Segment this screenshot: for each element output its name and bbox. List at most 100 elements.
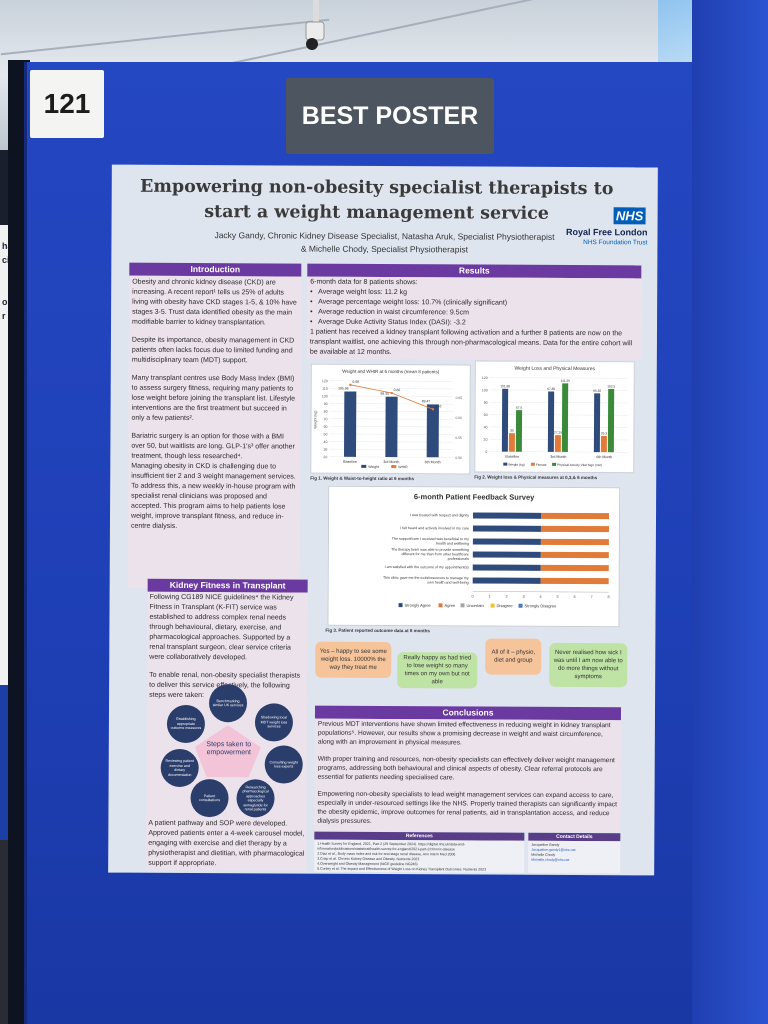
bar-data-label: 97.85	[547, 387, 555, 391]
bar-data-label: 26.3	[601, 431, 607, 435]
intro-paragraph: Many transplant centres use Body Mass In…	[131, 374, 296, 423]
survey-question-label: This clinic gave me the tools/resources …	[383, 576, 469, 580]
y-tick-label: 40	[484, 425, 488, 429]
y2-tick-label: 0.60	[456, 416, 463, 420]
survey-question-label: I was treated with respect and dignity	[410, 513, 469, 517]
step-outcome-measures: Establishing appropriate outcome measure…	[166, 704, 206, 744]
results-bullet: Average Duke Activity Status Index (DASI…	[310, 318, 638, 330]
poster-authors: Jacky Gandy, Chronic Kidney Disease Spec…	[214, 230, 555, 255]
measure-bar	[600, 435, 607, 453]
y2-tick-label: 0.50	[455, 456, 462, 460]
y-tick-label: 90	[324, 402, 328, 406]
security-camera-icon	[305, 0, 325, 50]
contact-line: Michelle.chody@nhs.net	[531, 857, 570, 862]
survey-bar-segment	[472, 564, 541, 571]
x-tick-label: Baseline	[343, 460, 357, 464]
x-tick-label: 6	[574, 595, 576, 599]
measure-bar	[607, 388, 615, 453]
legend-swatch	[460, 603, 465, 608]
gridline	[329, 388, 454, 390]
gridline	[489, 426, 628, 428]
step-consulting: Consulting weight loss experts	[264, 745, 303, 784]
y-tick-label: 0	[485, 450, 487, 454]
legend-swatch	[398, 603, 403, 608]
right-board	[692, 0, 768, 1024]
weight-whtr-svg: Weight and WHtR at 6 months (mean 8 pati…	[313, 369, 463, 469]
x-tick-label: 6th Month	[425, 460, 441, 464]
physical-measures-chart: Weight Loss and Physical Measures 0 20 40 60…	[474, 360, 635, 474]
steps-center-label: Steps taken to empowerment	[206, 741, 252, 757]
survey-bar-segment	[472, 538, 541, 545]
x-tick-label: 1	[489, 595, 491, 599]
best-poster-card: BEST POSTER	[286, 78, 494, 154]
survey-question-label: I am satisfied with the outcome of my ap…	[385, 565, 469, 569]
results-transplant-text: 1 patient has received a kidney transpla…	[309, 328, 633, 357]
chart-title: Weight and WHtR at 6 months (mean 8 pati…	[342, 369, 439, 375]
legend-swatch	[530, 462, 535, 466]
x-tick-label: 6th Month	[596, 455, 612, 459]
y-tick-label: 100	[482, 388, 488, 392]
legend-swatch-whtr	[391, 465, 397, 469]
y-tick-label: 60	[324, 425, 328, 429]
fig1-caption: Fig 1. Weight & Waist-to-height ratio at…	[310, 475, 414, 482]
quote-bubble: Never realised how sick I was until I am…	[549, 642, 628, 688]
kfit-heading: Kidney Fitness in Transplant	[147, 578, 308, 593]
conclusions-text: Previous MDT interventions have shown li…	[317, 720, 618, 836]
survey-bar-segment	[540, 525, 609, 533]
y-axis-label: Weight (kg)	[313, 410, 317, 428]
legend-swatch	[518, 603, 523, 608]
trust-subtitle: NHS Foundation Trust	[583, 239, 648, 247]
weight-bar	[385, 396, 398, 458]
measure-bar	[515, 410, 523, 452]
y-tick-label: 20	[323, 455, 327, 459]
intro-paragraph: Despite its importance, obesity manageme…	[131, 336, 295, 365]
x-tick-label: 8	[608, 595, 610, 599]
survey-question-label: own health and well-being	[427, 580, 469, 584]
step-documentation: Reviewing patient exercise and dietary d…	[160, 748, 199, 788]
weight-data-label: 99.35	[380, 392, 389, 396]
survey-bar-segment	[540, 538, 609, 546]
bar-data-label: 30	[510, 429, 514, 433]
y-tick-label: 110	[322, 387, 328, 391]
conclusion-paragraph: Empowering non-obesity specialists to le…	[317, 790, 617, 825]
y-tick-label: 80	[324, 410, 328, 414]
x-tick-label: 3rd Month	[550, 455, 566, 459]
step-shadowing: Shadowing local MDT weight loss services	[254, 703, 294, 742]
nhs-logo: NHS	[613, 207, 646, 225]
survey-bar-segment	[472, 551, 541, 558]
survey-bar-segment	[540, 564, 609, 572]
quote-bubble: All of it – physio, diet and group	[485, 638, 542, 675]
y-tick-label: 40	[323, 440, 327, 444]
x-axis	[472, 591, 609, 593]
x-tick-label: 0	[472, 594, 474, 598]
measure-bar	[561, 383, 569, 452]
x-tick-label: 7	[591, 595, 593, 599]
weight-bar	[426, 404, 439, 458]
measure-bar	[508, 433, 515, 452]
x-tick-label: Baseline	[505, 455, 519, 459]
feedback-survey-chart: 6-month Patient Feedback Survey I was tre…	[327, 485, 621, 628]
survey-question-label: The support/care I received was benefici…	[392, 537, 469, 541]
survey-question-label: professionals	[448, 557, 469, 561]
survey-bar-segment	[472, 577, 541, 584]
reference-item: 5.Conley et al. The Impact and Effective…	[317, 866, 487, 872]
gridline	[329, 380, 454, 382]
gridline	[489, 414, 628, 416]
legend-swatch-weight	[361, 464, 367, 468]
quote-bubble: Yes – happy to see some weight loss. 100…	[315, 641, 392, 679]
survey-question-label: I felt heard and actively involved in my…	[400, 526, 469, 530]
whtr-point	[431, 408, 435, 411]
survey-bar-segment	[541, 512, 610, 520]
x-tick-label: 4	[540, 595, 542, 599]
fig2-caption: Fig 2. Weight loss & Physical measures a…	[474, 474, 598, 481]
kfit-pathway-text: A patient pathway and SOP were developed…	[148, 819, 305, 868]
legend-label: Strongly Disagree	[525, 603, 558, 608]
y-tick-label: 120	[482, 376, 488, 380]
survey-question-label: different for me than from other healthc…	[402, 552, 469, 556]
legend-label: WHtR	[398, 465, 408, 469]
survey-bar-segment	[540, 551, 609, 559]
gridline	[489, 389, 628, 391]
y2-tick-label: 0.55	[455, 436, 462, 440]
conclusion-paragraph: With proper training and resources, non-…	[317, 755, 615, 782]
